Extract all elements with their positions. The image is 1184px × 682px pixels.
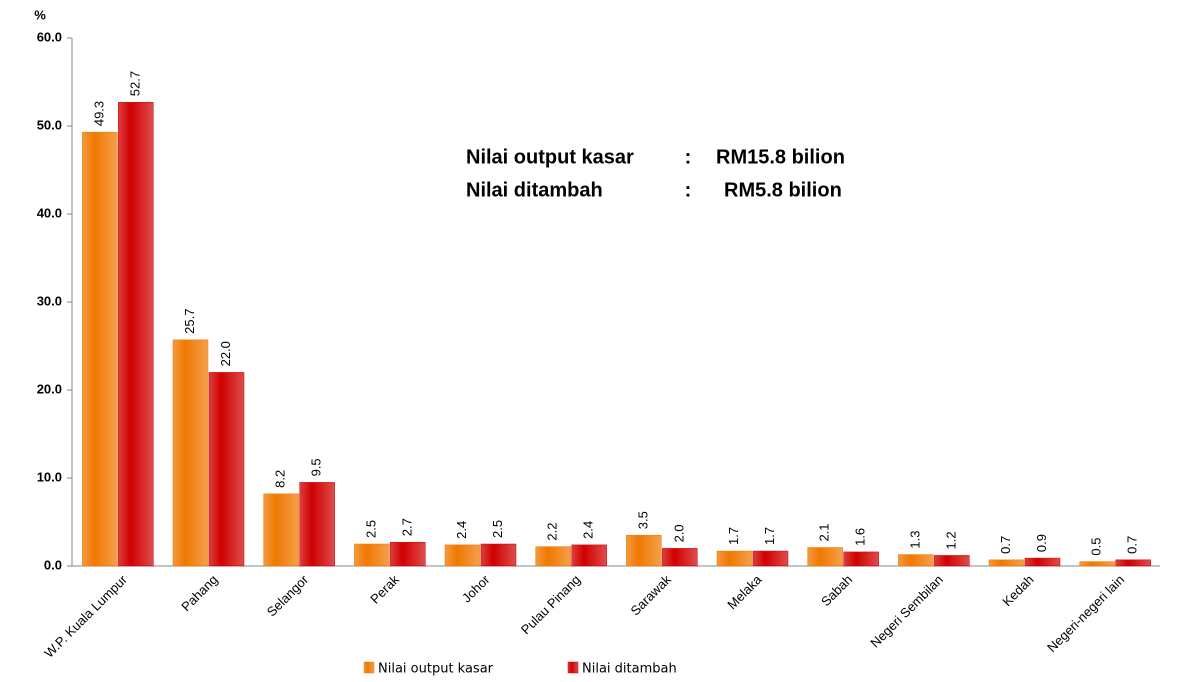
bar (535, 546, 571, 567)
value-label: 1.6 (853, 528, 868, 546)
x-tick-label: Perak (367, 572, 402, 607)
value-label: 25.7 (182, 309, 197, 334)
bar (662, 548, 698, 567)
value-label: 2.5 (363, 520, 378, 538)
bar (752, 550, 789, 567)
bar (1115, 559, 1151, 567)
value-label: 2.5 (490, 520, 505, 538)
annotation-separator: : (685, 146, 692, 168)
x-tick-label: Melaka (724, 571, 765, 612)
value-label: 0.7 (998, 536, 1013, 554)
value-label: 0.7 (1125, 536, 1140, 554)
bar (390, 541, 426, 567)
x-tick-label: Pahang (178, 572, 220, 614)
bar (354, 543, 390, 567)
x-tick-label: Kedah (999, 572, 1036, 609)
value-label: 9.5 (309, 458, 324, 476)
value-label: 8.2 (273, 470, 288, 488)
value-label: 2.7 (399, 518, 414, 536)
bar (299, 482, 335, 567)
value-label: 1.7 (762, 527, 777, 545)
y-axis-label: % (34, 7, 46, 22)
value-label: 0.5 (1089, 538, 1104, 556)
x-tick-label: Sarawak (628, 572, 675, 619)
x-tick-label: Johor (459, 571, 493, 605)
bar (626, 534, 662, 567)
legend-label: Nilai output kasar (378, 662, 494, 677)
legend-label: Nilai ditambah (582, 662, 677, 677)
y-tick-label: 10.0 (37, 469, 62, 484)
value-label: 2.2 (545, 523, 560, 541)
value-label: 2.1 (817, 523, 832, 541)
x-tick-label: W.P. Kuala Lumpur (41, 571, 130, 660)
annotation-label: Nilai ditambah (466, 179, 603, 201)
legend-swatch (567, 661, 579, 674)
x-tick-label: Negeri-negeri lain (1044, 572, 1127, 655)
value-label: 1.7 (726, 527, 741, 545)
x-tick-label: Pulau Pinang (518, 572, 583, 637)
bar (571, 544, 607, 567)
value-label: 1.3 (907, 530, 922, 548)
bar (82, 131, 118, 567)
y-tick-label: 50.0 (37, 117, 62, 132)
bar (843, 551, 879, 567)
y-tick-label: 60.0 (37, 29, 62, 44)
bar (807, 547, 843, 567)
bar (1079, 561, 1115, 567)
bar (118, 101, 154, 567)
annotation-label: Nilai output kasar (466, 146, 634, 168)
bar (988, 559, 1025, 567)
x-tick-label: Selangor (264, 571, 312, 619)
y-tick-label: 40.0 (37, 205, 62, 220)
annotation-text: RM15.8 bilion (716, 146, 845, 168)
y-tick-label: 0.0 (44, 557, 62, 572)
bar (898, 554, 934, 567)
annotation-text: RM5.8 bilion (724, 179, 842, 201)
bar (208, 372, 245, 567)
value-label: 2.4 (454, 521, 469, 539)
bar (934, 555, 970, 567)
value-label: 1.2 (943, 531, 958, 549)
value-label: 2.0 (671, 524, 686, 542)
value-label: 22.0 (218, 341, 233, 366)
annotation-separator: : (685, 179, 692, 201)
x-tick-label: Negeri Sembilan (867, 572, 946, 651)
bar (716, 550, 753, 567)
bar (172, 339, 209, 567)
bar (1024, 557, 1061, 567)
bar (480, 543, 517, 567)
y-tick-label: 20.0 (37, 381, 62, 396)
value-label: 3.5 (635, 511, 650, 529)
value-label: 0.9 (1034, 534, 1049, 552)
value-label: 49.3 (91, 101, 106, 126)
bar (263, 493, 299, 567)
y-tick-label: 30.0 (37, 293, 62, 308)
value-label: 52.7 (127, 71, 142, 96)
bar (444, 544, 481, 567)
value-label: 2.4 (581, 521, 596, 539)
x-tick-label: Sabah (818, 572, 855, 609)
legend-swatch (363, 661, 375, 674)
